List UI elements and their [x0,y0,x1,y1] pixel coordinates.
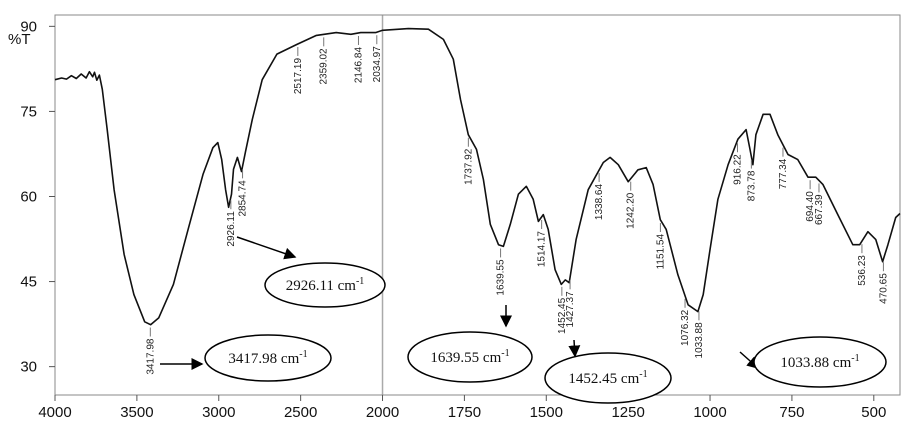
callout-ellipse [204,334,332,382]
peak-label: 873.78 [746,170,757,201]
y-axis-label: %T [8,31,31,48]
callout-unit-sup: -1 [501,348,509,359]
peak-label: 1033.88 [694,322,705,359]
y-tick-label: 30 [20,359,37,376]
callout-ellipse [544,352,672,404]
peak-label: 777.34 [778,158,789,189]
callout-text: 1639.55 cm-1 [430,348,509,366]
y-tick-label: 75 [20,103,37,120]
x-tick-label: 3500 [120,404,153,421]
x-tick-label: 4000 [38,404,71,421]
peak-label: 1151.54 [655,234,666,270]
peak-label: 2146.84 [353,47,364,84]
callout-arrow [236,236,297,260]
callout-value: 1639.55 cm [430,350,501,366]
callout-text: 2926.11 cm-1 [286,276,365,294]
x-tick-label: 1750 [448,404,481,421]
peak-label: 1242.20 [626,192,637,229]
peak-label: 470.65 [878,273,889,304]
callout-text: 1452.45 cm-1 [568,369,647,387]
x-tick-label: 1000 [693,404,726,421]
peak-label: 2517.19 [293,58,304,95]
peak-label: 916.22 [732,154,743,185]
peak-label: 1076.32 [680,309,691,346]
peak-label: 2034.97 [372,46,383,83]
x-tick-label: 2000 [366,404,399,421]
callout-unit-sup: -1 [639,369,647,380]
callout-value: 2926.11 cm [286,278,357,294]
x-tick-label: 500 [861,404,886,421]
peak-label: 1452.45 [557,297,568,334]
callout-unit-sup: -1 [356,276,364,287]
callout-arrow [568,339,581,358]
peak-label: 1338.64 [594,184,605,221]
peak-label: 1737.92 [463,148,474,185]
callout-ellipse [264,262,386,308]
callout-unit-sup: -1 [299,349,307,360]
y-tick-label: 60 [20,188,37,205]
callout-text: 1033.88 cm-1 [780,353,859,371]
peak-label: 2359.02 [319,48,330,85]
y-tick-label: 90 [20,18,37,35]
x-tick-label: 750 [779,404,804,421]
callout-value: 1033.88 cm [780,355,851,371]
spectrum-line [54,27,901,326]
callout-value: 1452.45 cm [568,371,639,387]
x-tick-label: 3000 [202,404,235,421]
peak-label: 1639.55 [496,259,507,296]
callout-ellipse [753,336,887,388]
peak-label: 667.39 [814,194,825,225]
callout-ellipse [407,331,533,383]
peak-label: 2854.74 [238,180,249,217]
peak-label: 1514.17 [537,231,548,268]
plot-frame [54,14,901,396]
peak-label: 1427.37 [565,291,576,328]
peak-label: 536.23 [857,255,868,286]
x-tick-label: 1500 [530,404,563,421]
callout-value: 3417.98 cm [228,351,299,367]
peak-label: 3417.98 [145,338,156,375]
callout-unit-sup: -1 [851,353,859,364]
y-tick-label: 45 [20,274,37,291]
peak-label: 2926.11 [226,211,237,247]
x-tick-label: 2500 [284,404,317,421]
peak-label: 694.40 [805,191,816,222]
x-tick-label: 1250 [611,404,644,421]
callout-text: 3417.98 cm-1 [228,349,307,367]
